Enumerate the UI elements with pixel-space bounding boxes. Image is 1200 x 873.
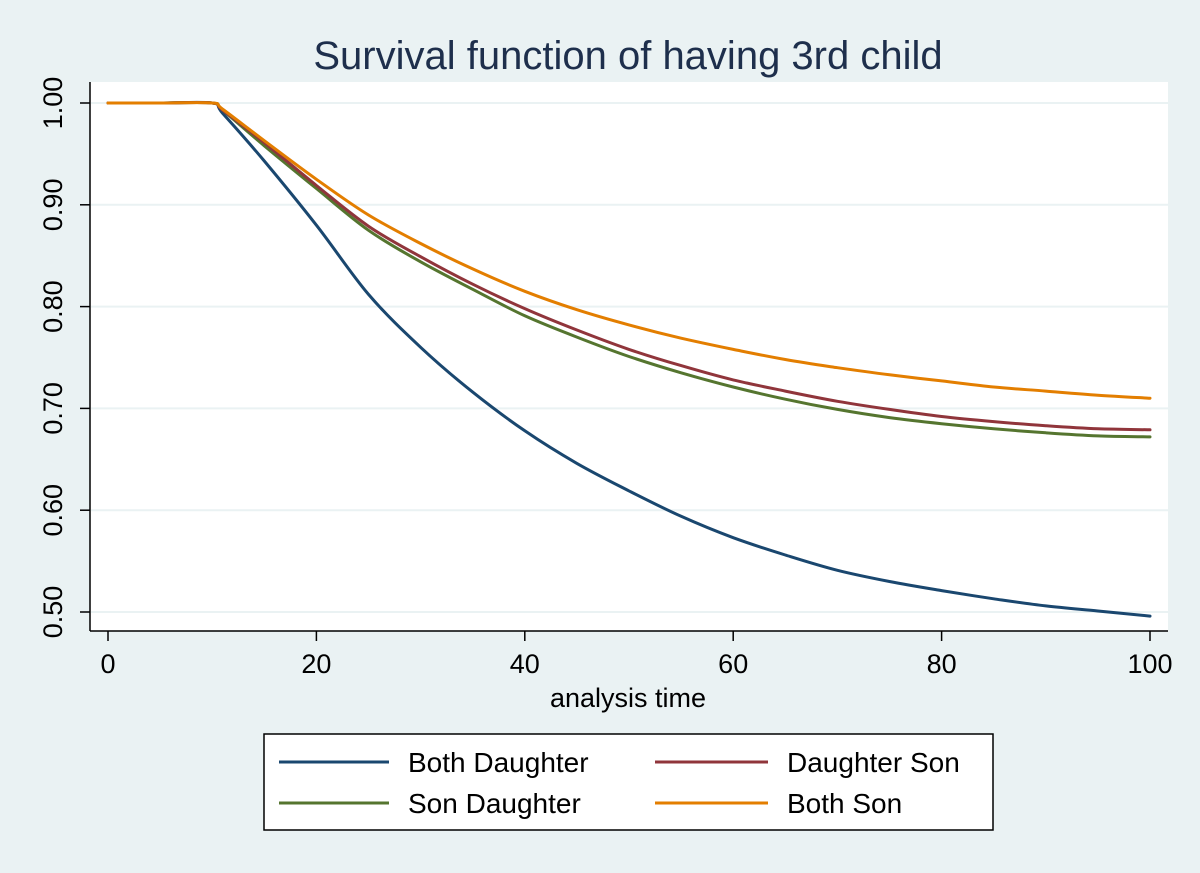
y-tick-label: 0.50 [38,586,68,639]
legend-label: Daughter Son [787,747,960,778]
legend-label: Both Daughter [408,747,589,778]
legend-label: Son Daughter [408,788,581,819]
x-tick-label: 40 [510,649,540,679]
x-tick-label: 100 [1127,649,1172,679]
legend: Both Daughter Daughter Son Son Daughter Bot… [263,733,994,831]
x-tick-label: 20 [301,649,331,679]
y-tick-label: 0.70 [38,382,68,435]
y-tick-label: 0.80 [38,280,68,333]
y-tick-label: 0.60 [38,484,68,537]
chart-title: Survival function of having 3rd child [313,34,942,78]
legend-item-son-daughter: Son Daughter [279,788,581,819]
y-tick-label: 0.90 [38,179,68,232]
x-axis-label: analysis time [550,683,706,713]
legend-item-daughter-son: Daughter Son [655,747,960,778]
x-tick-label: 60 [718,649,748,679]
axes: 0.50 0.60 0.70 0.80 0.90 1.00 0 20 40 60 80 100 [38,77,1173,679]
series-line-both-daughter [106,100,1152,618]
x-tick-label: 0 [100,649,115,679]
legend-label: Both Son [787,788,902,819]
legend-item-both-son: Both Son [655,788,902,819]
series-lines [106,100,1152,618]
x-tick-label: 80 [927,649,957,679]
series-line-both-son [106,101,1152,400]
grid-lines [91,102,1168,613]
legend-item-both-daughter: Both Daughter [279,747,589,778]
y-tick-label: 1.00 [38,77,68,130]
legend-box [263,733,994,831]
